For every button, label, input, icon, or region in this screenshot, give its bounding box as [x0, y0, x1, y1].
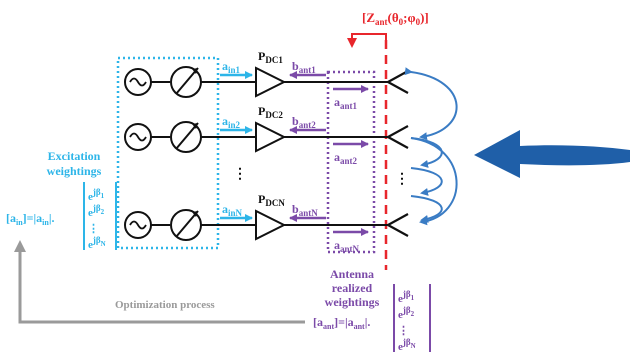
- channel-3: ainN PDCN bantN aantN: [124, 192, 409, 254]
- channel-2: ain2 PDC2 bant2 aant2: [124, 104, 409, 166]
- phase-shifter-arrowhead: [192, 123, 198, 129]
- vector-element: ⋮: [88, 223, 99, 235]
- channel-1: ain1 PDC1 bant1 aant1: [124, 49, 409, 111]
- a-ant-label: aant2: [334, 150, 358, 166]
- antenna-title-1: Antenna: [330, 267, 374, 281]
- excitation-title-1: Excitation: [48, 149, 101, 163]
- channels: ain1 PDC1 bant1 aant1 ain2 PDC2 bant2 aant2 ainN…: [124, 49, 409, 254]
- coupling-arc-5: [410, 195, 443, 223]
- sine-wave-icon: [129, 220, 147, 230]
- red-bracket-arrow: [347, 33, 387, 48]
- a-in-label: ain2: [222, 114, 241, 130]
- coupling-arc-3: [410, 167, 443, 196]
- a-ant-label: aant1: [334, 95, 358, 111]
- optimization-loop: Optimization process: [14, 240, 305, 324]
- excitation-equation: [ain]=|ain|.: [6, 211, 54, 227]
- vector-element: ejβN: [398, 337, 416, 353]
- antenna-icon: [387, 125, 409, 149]
- b-ant-label: bant2: [292, 114, 316, 130]
- excitation-annotation: Excitation weightings [ain]=|ain|. ejβ1e…: [6, 149, 117, 251]
- p-dc-label: PDCN: [258, 192, 285, 208]
- vector-element: ejβ1: [88, 187, 105, 203]
- phase-shifter-slash: [175, 122, 199, 150]
- vector-element: ⋮: [398, 325, 409, 337]
- p-dc-label: PDC2: [258, 104, 283, 120]
- phase-shifter-slash: [175, 67, 199, 95]
- sine-wave-icon: [129, 132, 147, 142]
- antenna-annotation: Antenna realized weightings [aant]=|aant…: [313, 267, 431, 353]
- amplifier-icon: [255, 66, 287, 98]
- impedance-reference: [Zant(θ0;φ0)]: [347, 10, 429, 270]
- vector-element: ejβ2: [398, 305, 415, 321]
- p-dc-label: PDC1: [258, 49, 283, 65]
- optimization-arrow: [14, 240, 305, 324]
- optimization-label: Optimization process: [115, 299, 215, 311]
- vector-element: ejβN: [88, 235, 106, 251]
- channel-ellipsis-right: ⋮: [395, 172, 409, 187]
- channel-ellipsis-left: ⋮: [233, 167, 247, 182]
- antenna-icon: [387, 213, 409, 237]
- a-ant-label: aantN: [334, 238, 360, 254]
- phase-shifter-arrowhead: [192, 211, 198, 217]
- vector-element: ejβ2: [88, 203, 105, 219]
- b-ant-label: bantN: [292, 202, 318, 218]
- antenna-title-3: weightings: [325, 295, 380, 309]
- antenna-title-2: realized: [332, 281, 373, 295]
- impedance-label: [Zant(θ0;φ0)]: [362, 10, 429, 27]
- mutual-coupling-arcs: [404, 67, 458, 226]
- amplifier-icon: [255, 121, 287, 153]
- a-in-label: ainN: [222, 202, 243, 218]
- excitation-title-2: weightings: [47, 164, 102, 178]
- b-ant-label: bant1: [292, 59, 316, 75]
- coupling-arc-1: [404, 67, 458, 141]
- antenna-weight-box: [326, 70, 376, 254]
- antenna-equation: [aant]=|aant|.: [313, 315, 370, 331]
- vector-element: ejβ1: [398, 289, 415, 305]
- excitation-box: [116, 56, 220, 250]
- antenna-icon: [387, 70, 409, 94]
- phase-shifter-slash: [175, 210, 199, 238]
- incoming-wave-arrow: [474, 130, 630, 178]
- a-in-label: ain1: [222, 59, 241, 75]
- coupling-arc-4: [410, 137, 458, 226]
- sine-wave-icon: [129, 77, 147, 87]
- phase-shifter-arrowhead: [192, 68, 198, 74]
- amplifier-icon: [255, 209, 287, 241]
